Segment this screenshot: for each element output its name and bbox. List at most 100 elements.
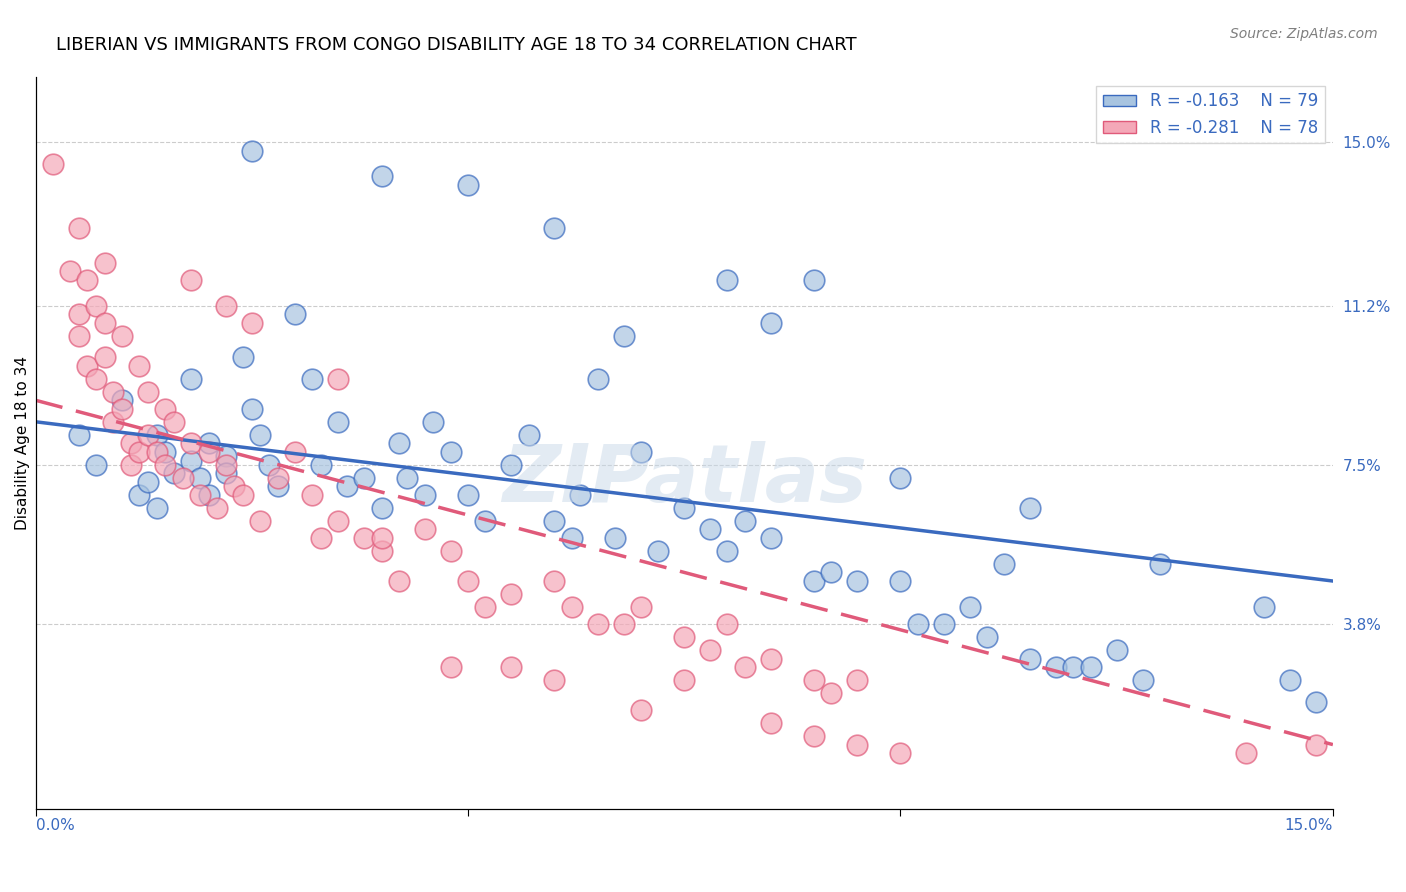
Immigrants from Congo <box>440 544 463 558</box>
Immigrants from Congo <box>413 522 436 536</box>
Liberians <box>803 574 825 588</box>
Liberians <box>716 273 738 287</box>
Liberians <box>422 415 444 429</box>
Liberians <box>309 458 332 472</box>
Immigrants from Congo <box>67 328 90 343</box>
Immigrants from Congo <box>1234 746 1257 760</box>
Immigrants from Congo <box>501 587 523 601</box>
Immigrants from Congo <box>370 544 392 558</box>
Liberians <box>630 445 652 459</box>
Immigrants from Congo <box>111 401 134 416</box>
Liberians <box>820 566 842 580</box>
Liberians <box>501 458 523 472</box>
Liberians <box>336 479 359 493</box>
Liberians <box>67 427 90 442</box>
Immigrants from Congo <box>630 703 652 717</box>
Immigrants from Congo <box>42 156 65 170</box>
Immigrants from Congo <box>145 445 167 459</box>
Liberians <box>215 467 238 481</box>
Legend: R = -0.163    N = 79, R = -0.281    N = 78: R = -0.163 N = 79, R = -0.281 N = 78 <box>1097 86 1324 144</box>
Liberians <box>1278 673 1301 687</box>
Liberians <box>517 427 540 442</box>
Liberians <box>1080 660 1102 674</box>
Immigrants from Congo <box>94 316 117 330</box>
Immigrants from Congo <box>205 500 228 515</box>
Liberians <box>370 169 392 184</box>
Immigrants from Congo <box>388 574 411 588</box>
Liberians <box>734 514 756 528</box>
Immigrants from Congo <box>716 617 738 632</box>
Liberians <box>197 488 219 502</box>
Liberians <box>440 445 463 459</box>
Immigrants from Congo <box>180 273 202 287</box>
Liberians <box>84 458 107 472</box>
Liberians <box>180 372 202 386</box>
Immigrants from Congo <box>163 415 186 429</box>
Liberians <box>301 372 323 386</box>
Immigrants from Congo <box>630 599 652 614</box>
Liberians <box>145 500 167 515</box>
Liberians <box>145 427 167 442</box>
Liberians <box>457 178 479 192</box>
Liberians <box>543 221 565 235</box>
Text: 15.0%: 15.0% <box>1285 818 1333 833</box>
Y-axis label: Disability Age 18 to 34: Disability Age 18 to 34 <box>15 356 30 531</box>
Immigrants from Congo <box>136 427 159 442</box>
Immigrants from Congo <box>846 673 869 687</box>
Immigrants from Congo <box>328 514 350 528</box>
Immigrants from Congo <box>846 738 869 752</box>
Immigrants from Congo <box>803 729 825 743</box>
Liberians <box>846 574 869 588</box>
Immigrants from Congo <box>501 660 523 674</box>
Liberians <box>388 436 411 450</box>
Liberians <box>328 415 350 429</box>
Immigrants from Congo <box>94 255 117 269</box>
Liberians <box>284 307 307 321</box>
Text: 0.0%: 0.0% <box>35 818 75 833</box>
Immigrants from Congo <box>328 372 350 386</box>
Liberians <box>759 531 782 545</box>
Immigrants from Congo <box>699 643 721 657</box>
Immigrants from Congo <box>136 384 159 399</box>
Immigrants from Congo <box>76 359 98 373</box>
Immigrants from Congo <box>224 479 246 493</box>
Liberians <box>232 350 254 364</box>
Liberians <box>396 471 419 485</box>
Liberians <box>457 488 479 502</box>
Liberians <box>543 514 565 528</box>
Immigrants from Congo <box>474 599 496 614</box>
Immigrants from Congo <box>440 660 463 674</box>
Immigrants from Congo <box>240 316 263 330</box>
Immigrants from Congo <box>128 359 150 373</box>
Liberians <box>673 500 696 515</box>
Liberians <box>136 475 159 489</box>
Immigrants from Congo <box>59 264 82 278</box>
Immigrants from Congo <box>353 531 375 545</box>
Liberians <box>907 617 929 632</box>
Immigrants from Congo <box>155 458 177 472</box>
Immigrants from Congo <box>309 531 332 545</box>
Immigrants from Congo <box>734 660 756 674</box>
Immigrants from Congo <box>673 673 696 687</box>
Liberians <box>197 436 219 450</box>
Liberians <box>111 393 134 408</box>
Immigrants from Congo <box>120 436 142 450</box>
Immigrants from Congo <box>457 574 479 588</box>
Liberians <box>257 458 280 472</box>
Immigrants from Congo <box>759 716 782 731</box>
Liberians <box>240 401 263 416</box>
Immigrants from Congo <box>172 471 194 485</box>
Immigrants from Congo <box>301 488 323 502</box>
Immigrants from Congo <box>76 273 98 287</box>
Liberians <box>1045 660 1067 674</box>
Immigrants from Congo <box>543 673 565 687</box>
Immigrants from Congo <box>561 599 583 614</box>
Immigrants from Congo <box>67 221 90 235</box>
Liberians <box>267 479 290 493</box>
Immigrants from Congo <box>215 458 238 472</box>
Liberians <box>474 514 496 528</box>
Liberians <box>976 630 998 644</box>
Liberians <box>716 544 738 558</box>
Immigrants from Congo <box>586 617 609 632</box>
Immigrants from Congo <box>111 328 134 343</box>
